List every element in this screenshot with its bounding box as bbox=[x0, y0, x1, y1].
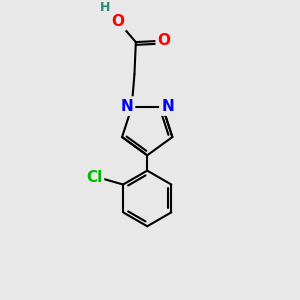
Text: H: H bbox=[100, 1, 110, 14]
Text: O: O bbox=[111, 14, 124, 29]
Text: O: O bbox=[158, 33, 171, 48]
Text: N: N bbox=[120, 99, 133, 114]
Text: N: N bbox=[161, 99, 174, 114]
Text: Cl: Cl bbox=[86, 170, 102, 185]
